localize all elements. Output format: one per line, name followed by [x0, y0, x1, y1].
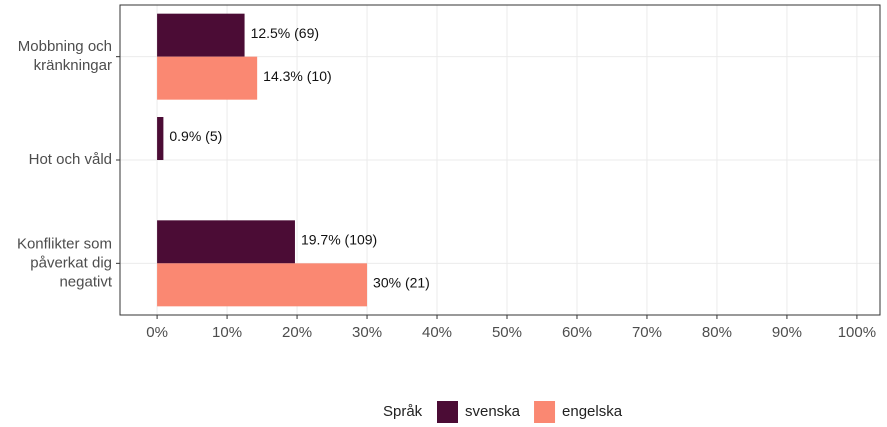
y-tick-label-line: Konflikter som — [17, 235, 112, 252]
legend-label: engelska — [562, 403, 623, 420]
bar — [157, 56, 258, 100]
value-label: 30% (21) — [373, 275, 430, 291]
value-label: 19.7% (109) — [301, 232, 377, 248]
bar — [157, 117, 164, 160]
x-tick-label: 100% — [838, 324, 876, 341]
x-tick-label: 10% — [212, 324, 242, 341]
x-tick-label: 30% — [352, 324, 382, 341]
bar — [157, 263, 368, 307]
x-tick-label: 0% — [146, 324, 168, 341]
legend-swatch — [534, 401, 556, 423]
value-label: 14.3% (10) — [263, 68, 331, 84]
plot-border — [119, 4, 881, 316]
bar — [157, 13, 245, 57]
x-tick-label: 20% — [282, 324, 312, 341]
y-tick-label: Hot och våld — [29, 151, 112, 168]
y-tick-label-line: negativt — [59, 273, 112, 290]
y-tick-label: Konflikter som påverkat dig negativt — [17, 235, 113, 290]
legend-swatch — [437, 401, 458, 423]
legend-title: Språk — [383, 403, 423, 420]
bar — [157, 220, 295, 264]
y-tick-label-line: Hot och våld — [29, 151, 112, 168]
x-tick-label: 50% — [492, 324, 522, 341]
y-tick-label: Mobbning och kränkningar — [18, 38, 112, 74]
y-tick-label-line: påverkat dig — [30, 254, 112, 271]
value-label: 0.9% (5) — [169, 128, 222, 144]
x-tick-label: 60% — [562, 324, 592, 341]
legend-label: svenska — [465, 403, 521, 420]
y-tick-label-line: Mobbning och — [18, 38, 112, 55]
x-tick-label: 40% — [422, 324, 452, 341]
value-label: 12.5% (69) — [251, 25, 319, 41]
y-tick-label-line: kränkningar — [34, 57, 112, 74]
x-tick-label: 90% — [772, 324, 802, 341]
x-tick-label: 80% — [702, 324, 732, 341]
x-tick-label: 70% — [632, 324, 662, 341]
